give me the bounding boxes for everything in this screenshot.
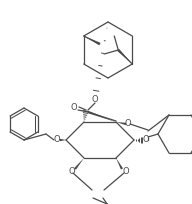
Polygon shape	[117, 49, 132, 64]
Polygon shape	[116, 158, 123, 170]
Polygon shape	[60, 139, 66, 141]
Text: O: O	[71, 103, 77, 112]
Polygon shape	[84, 36, 100, 45]
Text: O: O	[92, 95, 98, 104]
Polygon shape	[116, 122, 126, 125]
Polygon shape	[74, 158, 84, 170]
Polygon shape	[88, 111, 116, 122]
Text: O: O	[123, 166, 129, 175]
Text: O: O	[69, 166, 75, 175]
Text: O: O	[125, 120, 131, 129]
Text: O: O	[54, 135, 60, 144]
Text: O: O	[143, 135, 149, 144]
